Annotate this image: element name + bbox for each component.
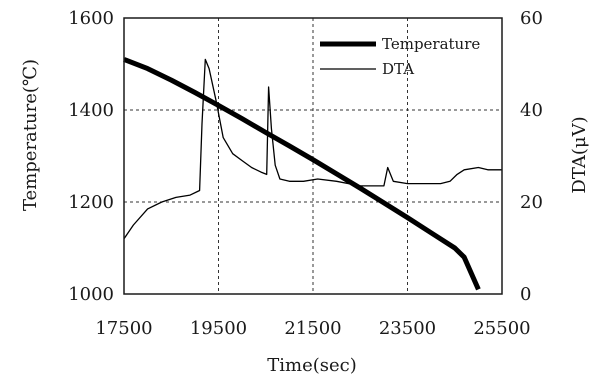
grid [124, 18, 502, 294]
y-axis-title-left: Temperature(℃) [20, 59, 41, 211]
y-axis-title-right: DTA(μV) [569, 116, 590, 193]
legend-label-temperature: Temperature [382, 35, 480, 53]
y-tick-label-right: 60 [520, 8, 543, 29]
legend: Temperature DTA [320, 35, 480, 78]
tick-labels: 17500 19500 21500 23500 25500 1000 1200 1400 160… [68, 8, 543, 339]
y-tick-label-right: 20 [520, 192, 543, 213]
y-tick-label-left: 1000 [68, 284, 114, 305]
series-line-dta [123, 58, 502, 240]
y-tick-label-right: 0 [520, 284, 531, 305]
x-tick-label: 23500 [379, 318, 436, 339]
series-line-temperature [123, 57, 481, 291]
legend-label-dta: DTA [382, 60, 414, 78]
x-axis-title: Time(sec) [267, 355, 357, 376]
y-tick-label-left: 1400 [68, 100, 114, 121]
plot-frame [123, 17, 503, 295]
y-tick-label-right: 40 [520, 100, 543, 121]
x-tick-label: 19500 [190, 318, 247, 339]
x-tick-label: 21500 [284, 318, 341, 339]
plot-area [123, 57, 502, 291]
x-tick-label: 25500 [473, 318, 530, 339]
y-tick-label-left: 1600 [68, 8, 114, 29]
y-tick-label-left: 1200 [68, 192, 114, 213]
x-tick-label: 17500 [95, 318, 152, 339]
